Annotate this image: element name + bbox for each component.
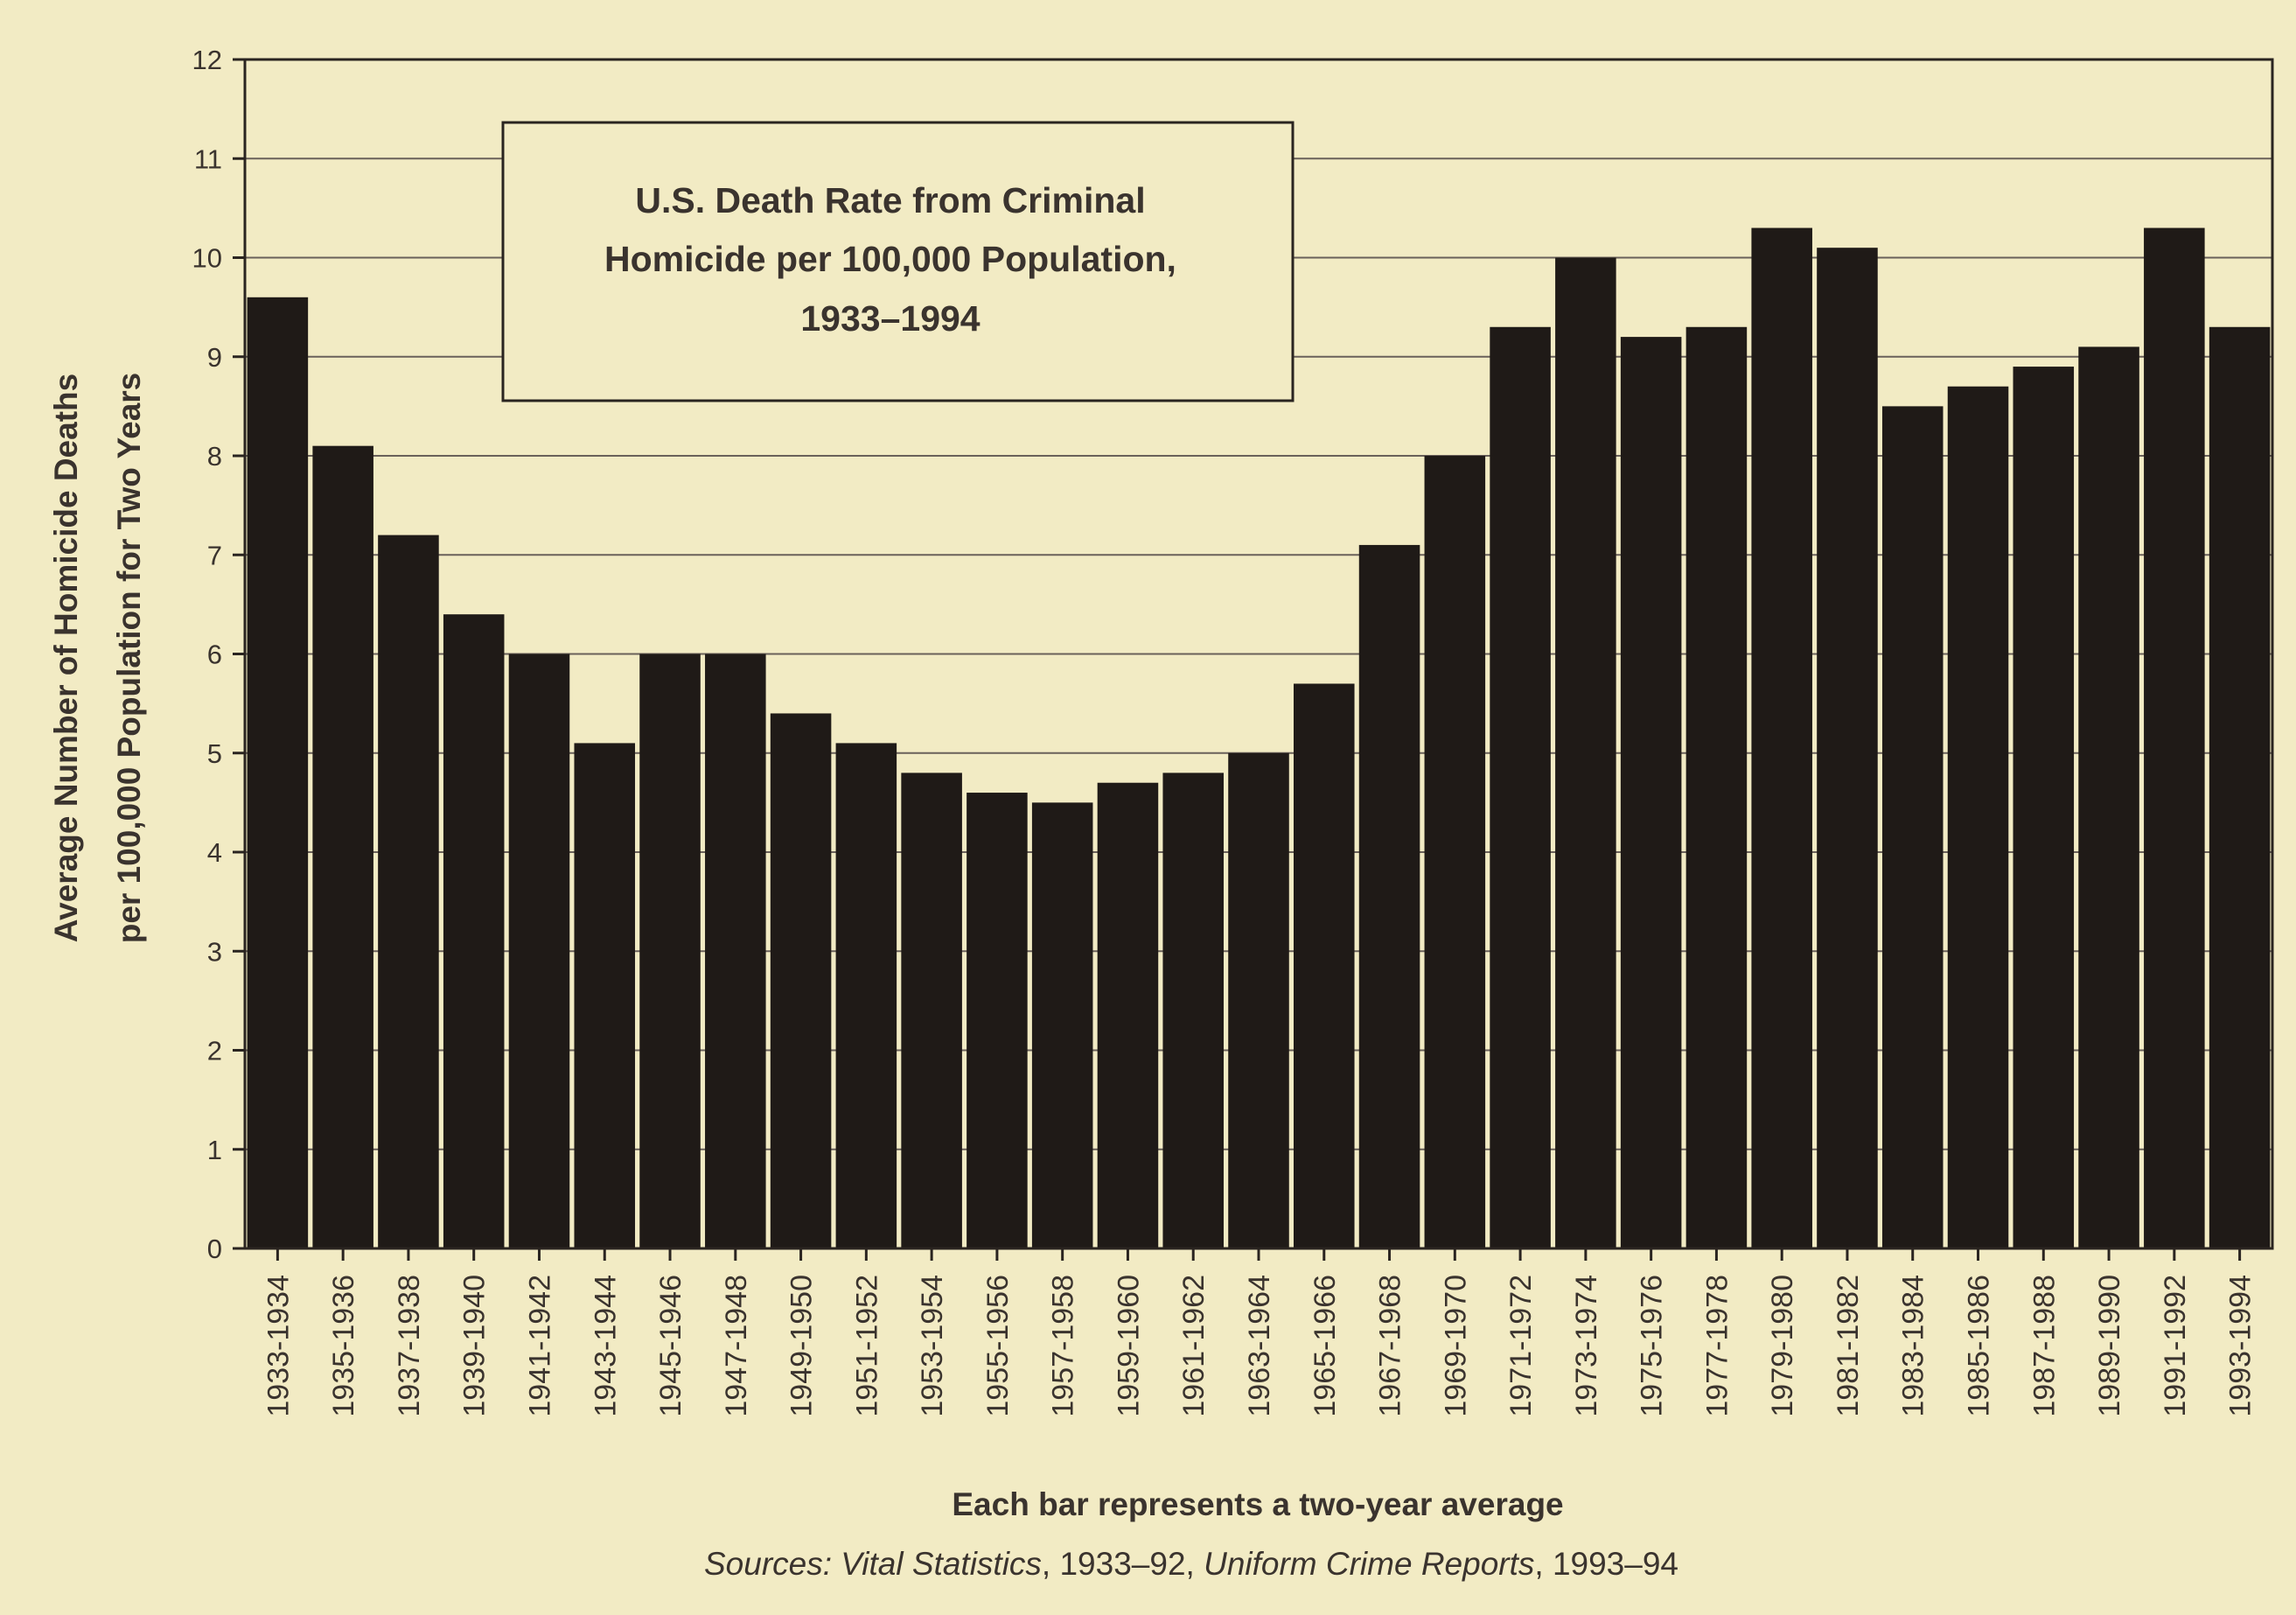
chart-title-line-2: Homicide per 100,000 Population, <box>604 239 1176 279</box>
bar-1985-1986 <box>1947 386 2009 1249</box>
x-tick-label-1943-1944: 1943-1944 <box>589 1275 622 1417</box>
bar-1969-1970 <box>1424 456 1486 1248</box>
chart-title-line-3: 1933–1994 <box>800 298 980 339</box>
bar-1973-1974 <box>1555 257 1616 1248</box>
chart-title-box: U.S. Death Rate from Criminal Homicide p… <box>501 121 1295 402</box>
y-tick-label-2: 2 <box>207 1036 222 1066</box>
x-tick-label-1967-1968: 1967-1968 <box>1374 1275 1407 1417</box>
bar-1939-1940 <box>443 614 505 1248</box>
bar-1977-1978 <box>1685 326 1748 1248</box>
x-tick-label-1987-1988: 1987-1988 <box>2027 1275 2061 1417</box>
bar-1965-1966 <box>1294 683 1355 1248</box>
bar-1937-1938 <box>378 535 439 1248</box>
bar-1989-1990 <box>2078 346 2139 1248</box>
x-tick-label-1941-1942: 1941-1942 <box>523 1275 556 1417</box>
bar-1961-1962 <box>1162 773 1224 1248</box>
bar-1943-1944 <box>574 743 636 1248</box>
chart-title-line-1: U.S. Death Rate from Criminal <box>635 180 1145 220</box>
bar-1971-1972 <box>1490 326 1551 1248</box>
sources-prefix: Sources: <box>704 1546 841 1582</box>
x-tick-label-1937-1938: 1937-1938 <box>393 1275 426 1417</box>
y-tick-label-1: 1 <box>207 1135 222 1165</box>
x-tick-label-1959-1960: 1959-1960 <box>1112 1275 1145 1417</box>
bar-1955-1956 <box>967 793 1028 1248</box>
bar-1947-1948 <box>705 654 766 1248</box>
x-axis-label: Each bar represents a two-year average <box>952 1486 1563 1522</box>
bar-1987-1988 <box>2013 367 2075 1248</box>
x-tick-label-1961-1962: 1961-1962 <box>1177 1275 1211 1417</box>
y-axis-label-line-1: Average Number of Homicide Deaths <box>48 374 84 942</box>
bar-1957-1958 <box>1031 802 1093 1248</box>
bar-1951-1952 <box>835 743 897 1248</box>
bar-1959-1960 <box>1097 782 1159 1248</box>
x-tick-label-1939-1940: 1939-1940 <box>458 1275 492 1417</box>
x-tick-label-1953-1954: 1953-1954 <box>916 1275 949 1417</box>
y-tick-label-12: 12 <box>192 45 222 75</box>
x-tick-label-1985-1986: 1985-1986 <box>1963 1275 1996 1417</box>
x-tick-label-1981-1982: 1981-1982 <box>1832 1275 1865 1417</box>
bar-1981-1982 <box>1817 248 1878 1248</box>
bar-1967-1968 <box>1358 544 1420 1248</box>
x-tick-label-1947-1948: 1947-1948 <box>720 1275 753 1417</box>
x-axis-ticks: 1933-1934 1935-1936 1937-1938 1939-1940 1941… <box>262 1248 2258 1417</box>
x-tick-label-1975-1976: 1975-1976 <box>1636 1275 1669 1417</box>
x-tick-label-1971-1972: 1971-1972 <box>1504 1275 1538 1417</box>
y-tick-label-0: 0 <box>207 1234 222 1264</box>
y-tick-label-11: 11 <box>194 143 222 174</box>
y-tick-label-10: 10 <box>192 243 222 274</box>
bar-1941-1942 <box>508 654 570 1248</box>
x-tick-label-1983-1984: 1983-1984 <box>1897 1275 1930 1417</box>
bar-1945-1946 <box>639 654 701 1248</box>
x-tick-label-1957-1958: 1957-1958 <box>1047 1275 1080 1417</box>
bar-1979-1980 <box>1751 227 1812 1248</box>
y-tick-label-3: 3 <box>207 936 222 967</box>
bar-1949-1950 <box>770 713 832 1248</box>
x-tick-label-1989-1990: 1989-1990 <box>2093 1275 2126 1417</box>
y-tick-label-8: 8 <box>207 441 222 472</box>
bar-1993-1994 <box>2209 326 2271 1248</box>
x-tick-label-1969-1970: 1969-1970 <box>1439 1275 1472 1417</box>
bar-1991-1992 <box>2144 227 2205 1248</box>
sources-vital-statistics: Vital Statistics <box>841 1546 1042 1582</box>
x-tick-label-1991-1992: 1991-1992 <box>2159 1275 2192 1417</box>
bar-1975-1976 <box>1620 337 1682 1249</box>
x-tick-label-1963-1964: 1963-1964 <box>1243 1275 1276 1417</box>
bar-1983-1984 <box>1881 406 1944 1248</box>
x-tick-label-1949-1950: 1949-1950 <box>785 1275 819 1417</box>
plot-frame <box>243 58 2274 1250</box>
x-tick-label-1965-1966: 1965-1966 <box>1309 1275 1342 1417</box>
x-tick-label-1955-1956: 1955-1956 <box>981 1275 1015 1417</box>
x-tick-label-1945-1946: 1945-1946 <box>654 1275 687 1417</box>
sources-uniform-crime-reports: Uniform Crime Reports <box>1204 1546 1534 1582</box>
sources-mid: , 1933–92, <box>1042 1546 1204 1582</box>
y-tick-label-9: 9 <box>207 342 222 373</box>
bars <box>247 227 2271 1249</box>
y-tick-label-6: 6 <box>207 640 222 670</box>
bar-1953-1954 <box>901 773 962 1248</box>
y-tick-label-4: 4 <box>207 837 222 868</box>
x-tick-label-1973-1974: 1973-1974 <box>1570 1275 1603 1417</box>
x-tick-label-1951-1952: 1951-1952 <box>850 1275 883 1417</box>
y-tick-label-5: 5 <box>207 738 222 769</box>
y-axis-label-line-2: per 100,000 Population for Two Years <box>111 373 147 944</box>
bar-1933-1934 <box>247 297 309 1248</box>
bar-1963-1964 <box>1228 752 1289 1248</box>
x-tick-label-1935-1936: 1935-1936 <box>327 1275 360 1417</box>
y-tick-label-7: 7 <box>207 540 222 570</box>
sources-suffix: , 1993–94 <box>1534 1546 1678 1582</box>
x-tick-label-1993-1994: 1993-1994 <box>2224 1275 2258 1417</box>
bar-1935-1936 <box>312 445 373 1248</box>
x-tick-label-1977-1978: 1977-1978 <box>1700 1275 1734 1417</box>
x-tick-label-1933-1934: 1933-1934 <box>262 1275 295 1417</box>
x-tick-label-1979-1980: 1979-1980 <box>1766 1275 1799 1417</box>
sources-note: Sources: Vital Statistics, 1933–92, Unif… <box>704 1546 1678 1582</box>
